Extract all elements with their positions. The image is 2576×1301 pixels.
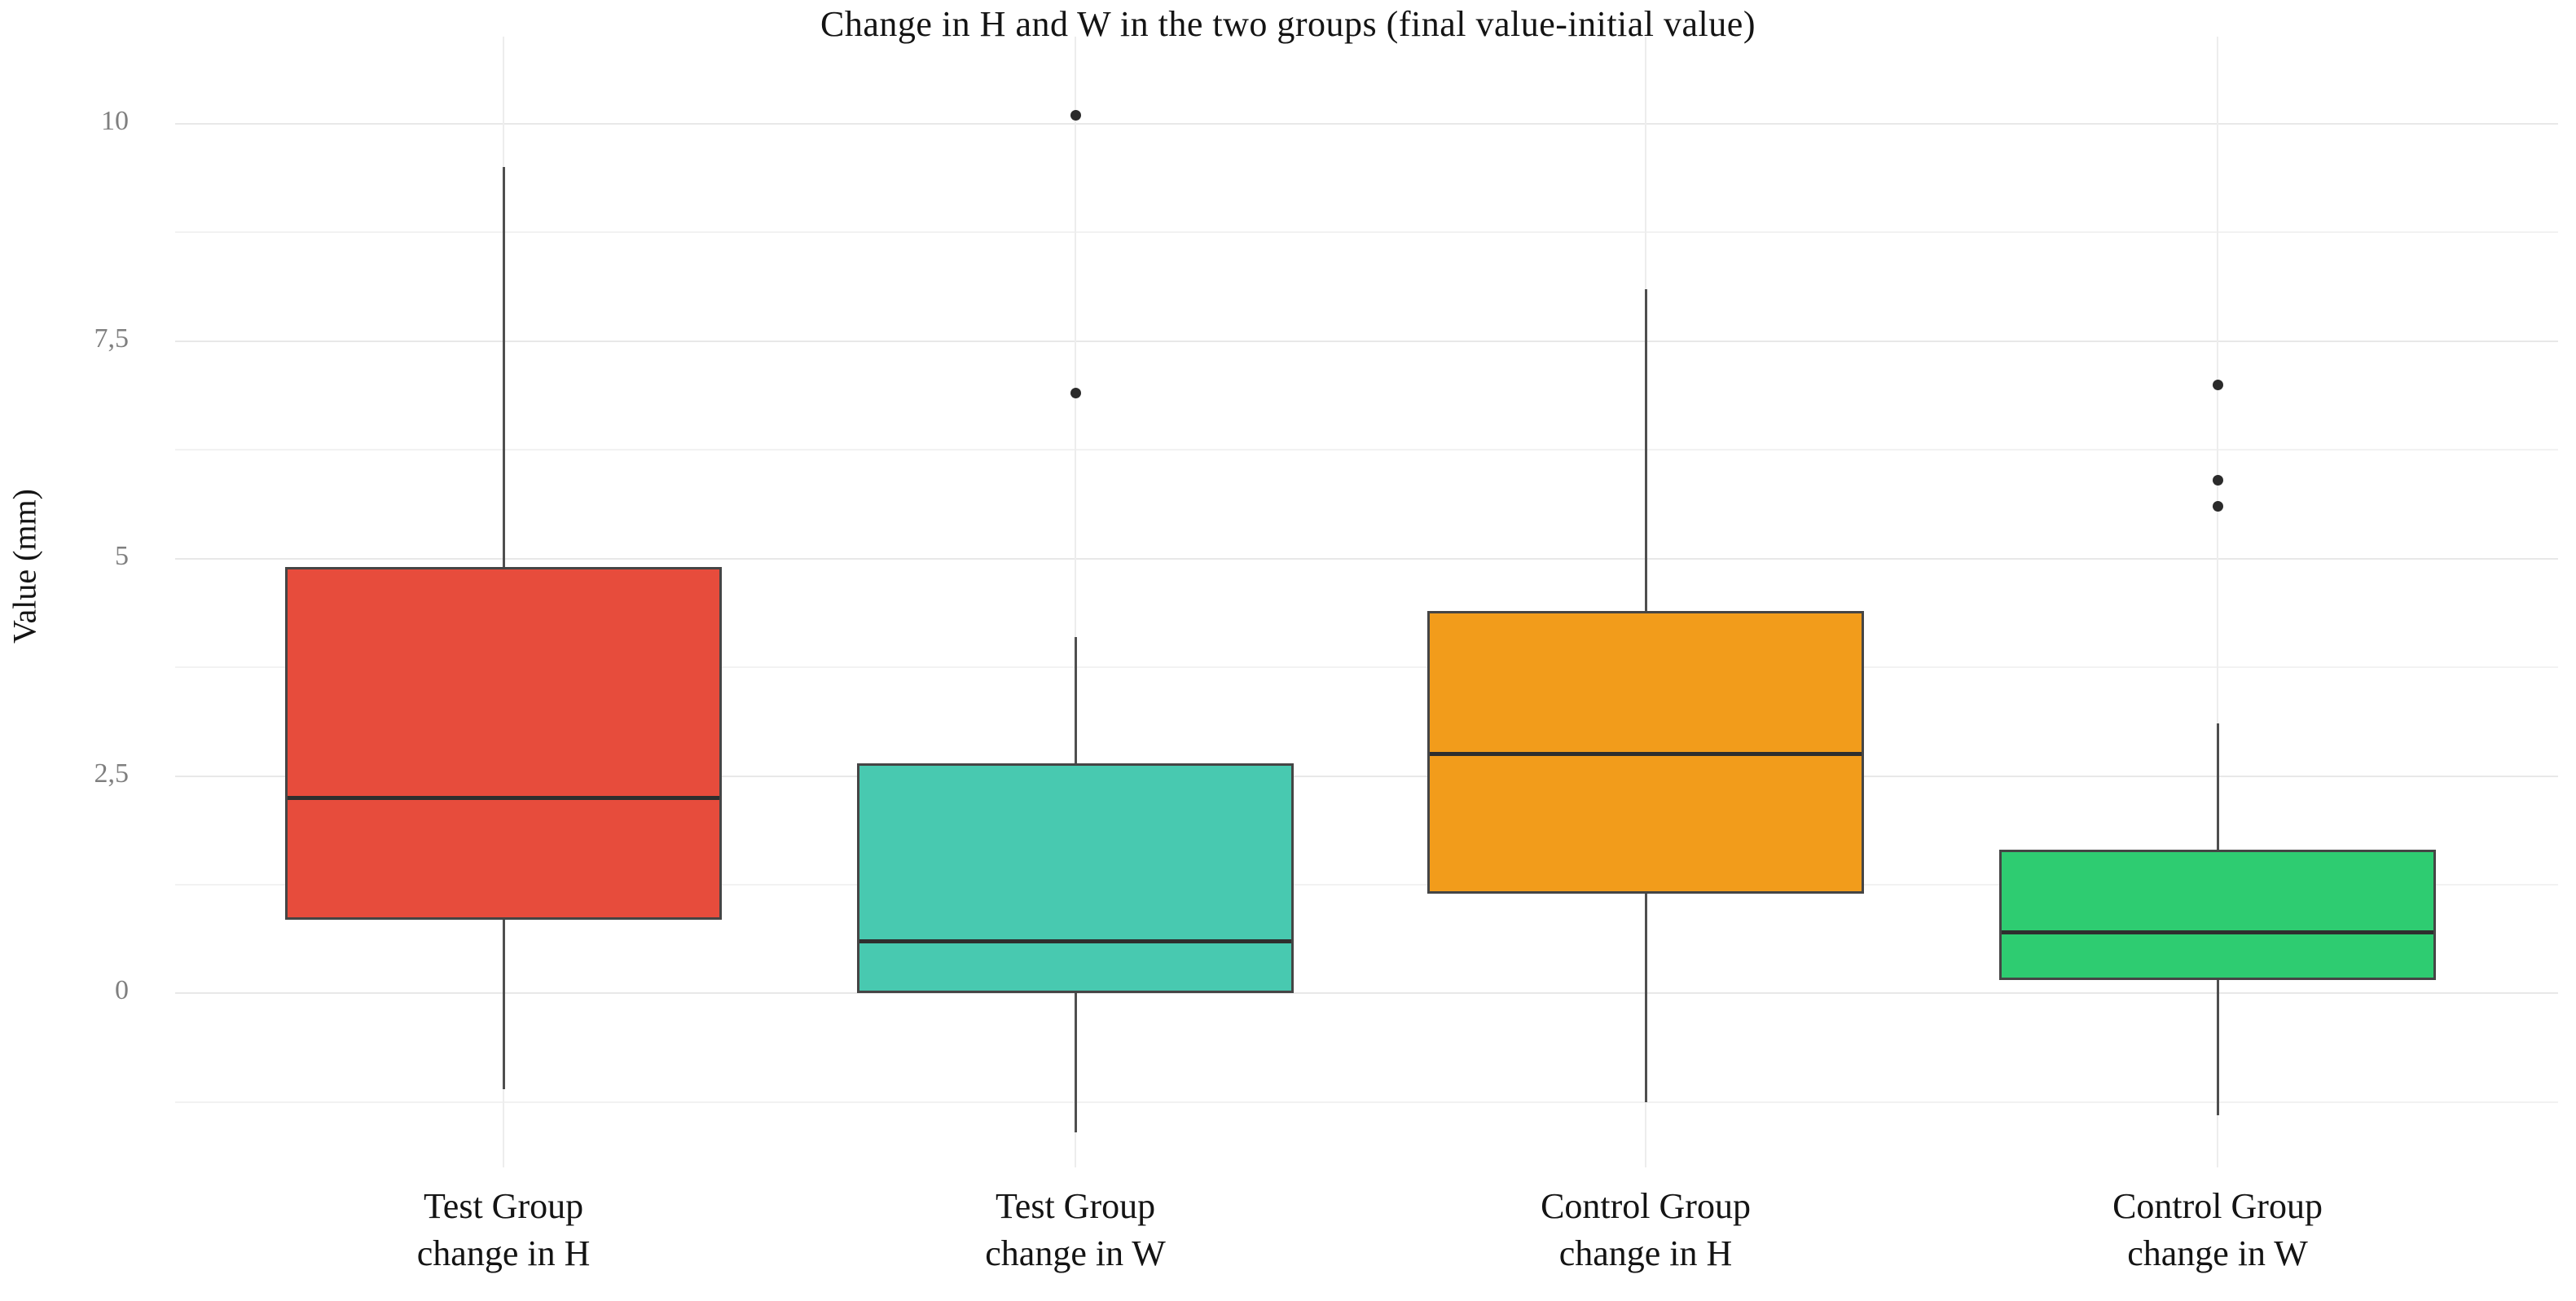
x-category-label: Control Group change in H xyxy=(1385,1183,1906,1277)
major-gridline xyxy=(175,992,2558,995)
major-gridline xyxy=(175,340,2558,342)
x-category-label-line: change in W xyxy=(985,1233,1166,1273)
x-category-label-line: Control Group xyxy=(1541,1186,1751,1226)
plot-area xyxy=(175,37,2558,1167)
x-category-label: Test Group change in W xyxy=(815,1183,1336,1277)
outlier-point xyxy=(1070,388,1081,399)
outlier-point xyxy=(2212,379,2223,390)
x-category-label-line: Test Group xyxy=(996,1186,1156,1226)
minor-gridline xyxy=(175,1101,2558,1103)
x-category-label-line: change in H xyxy=(416,1233,591,1273)
outlier-point xyxy=(1070,109,1081,121)
major-gridline xyxy=(175,122,2558,125)
median-line xyxy=(859,938,1292,943)
median-line xyxy=(1429,752,1862,757)
box-iqr xyxy=(1998,850,2437,981)
category-gridline xyxy=(1075,37,1077,1167)
y-tick-label: 7,5 xyxy=(94,323,130,354)
y-tick-label: 10 xyxy=(101,105,129,136)
box-iqr xyxy=(1426,610,1865,894)
y-tick-label: 0 xyxy=(115,975,129,1006)
major-gridline xyxy=(175,557,2558,560)
median-line xyxy=(287,795,720,800)
x-category-label-line: Test Group xyxy=(424,1186,584,1226)
outlier-point xyxy=(2212,475,2223,486)
minor-gridline xyxy=(175,666,2558,669)
x-category-label: Control Group change in W xyxy=(1957,1183,2478,1277)
x-category-label-line: Control Group xyxy=(2112,1186,2323,1226)
minor-gridline xyxy=(175,449,2558,451)
category-gridline xyxy=(2217,37,2219,1167)
x-category-label-line: change in H xyxy=(1558,1233,1733,1273)
chart-title: Change in H and W in the two groups (fin… xyxy=(820,4,1756,44)
minor-gridline xyxy=(175,884,2558,886)
y-tick-label: 2,5 xyxy=(94,758,130,789)
major-gridline xyxy=(175,775,2558,777)
x-category-label: Test Group change in H xyxy=(243,1183,764,1277)
y-tick-label: 5 xyxy=(115,540,129,571)
median-line xyxy=(2001,930,2434,935)
minor-gridline xyxy=(175,231,2558,234)
x-category-label-line: change in W xyxy=(2127,1233,2308,1273)
box-iqr xyxy=(284,567,723,920)
box-iqr xyxy=(856,763,1295,994)
outlier-point xyxy=(2212,501,2223,512)
